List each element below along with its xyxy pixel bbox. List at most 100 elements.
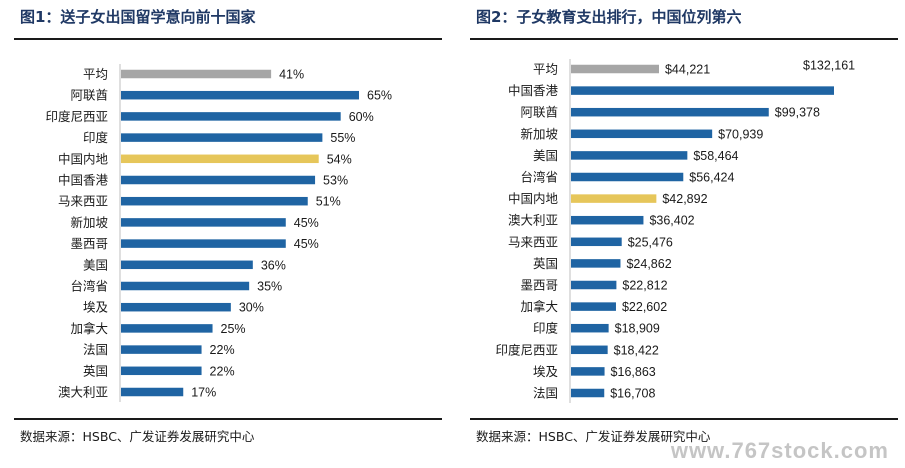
value-label: $132,161 (803, 59, 855, 73)
bar-马来西亚 (121, 196, 308, 206)
category-label: 阿联酋 (70, 88, 108, 103)
value-label: 36% (261, 258, 286, 272)
bar-阿联酋 (121, 90, 359, 100)
value-label: 65% (367, 89, 392, 103)
value-label: $22,812 (622, 279, 667, 293)
bar-美国 (571, 151, 688, 160)
value-label: 55% (330, 131, 355, 145)
category-label: 马来西亚 (508, 234, 558, 249)
bar-法国 (571, 388, 605, 398)
bar-马来西亚 (571, 237, 622, 247)
category-label: 美国 (533, 148, 558, 163)
value-label: 45% (294, 237, 319, 251)
source-note: 数据来源：HSBC、广发证券发展研究中心 (20, 429, 255, 444)
bar-新加坡 (121, 218, 286, 227)
bar-中国内地 (571, 194, 657, 203)
category-label: 澳大利亚 (508, 213, 558, 228)
category-label: 法国 (83, 342, 108, 357)
bar-美国 (121, 260, 253, 270)
value-label: $16,863 (611, 365, 656, 379)
bar-印度 (571, 323, 609, 333)
bar-chart-study-abroad: 平均 41% 阿联酋 65% 印度尼西亚 60% 印度 55% 中国内地 54% 中国香港 53% 马来… (45, 64, 392, 402)
category-label: 中国内地 (58, 151, 109, 166)
bar-法国 (121, 345, 202, 354)
category-label: 埃及 (83, 300, 109, 315)
category-label: 中国香港 (508, 83, 559, 98)
chart-title: 图1：送子女出国留学意向前十国家 (20, 8, 256, 26)
source-divider (14, 418, 442, 420)
category-label: 英国 (533, 256, 558, 271)
bar-新加坡 (571, 129, 713, 139)
value-label: $22,602 (622, 300, 667, 314)
value-label: 30% (239, 301, 264, 315)
bar-中国香港 (121, 175, 316, 185)
category-label: 中国内地 (508, 191, 559, 206)
value-label: 41% (279, 68, 304, 82)
chart-title: 图2：子女教育支出排行，中国位列第六 (476, 8, 742, 26)
bar-中国香港 (571, 86, 834, 95)
category-label: 印度尼西亚 (45, 109, 108, 124)
bar-加拿大 (571, 302, 616, 311)
category-label: 墨西哥 (520, 278, 558, 293)
value-label: 35% (257, 280, 282, 294)
bar-中国内地 (121, 154, 319, 164)
category-label: 新加坡 (520, 126, 558, 141)
bar-平均 (571, 64, 659, 74)
value-label: $18,422 (614, 343, 659, 357)
chart-panel-1: 图1：送子女出国留学意向前十国家 平均 41% 阿联酋 65% 印度尼西亚 60% 印度 55… (0, 0, 445, 468)
category-label: 马来西亚 (58, 194, 108, 209)
category-label: 新加坡 (70, 215, 108, 230)
value-label: 51% (316, 195, 341, 209)
bar-英国 (571, 259, 621, 268)
category-label: 埃及 (533, 364, 559, 379)
bar-chart-education-spending: 平均 $44,221 中国香港 $132,161 阿联酋 $99,378 新加坡 $70,93… (495, 59, 855, 403)
bar-阿联酋 (571, 107, 769, 117)
bar-澳大利亚 (571, 215, 644, 225)
category-label: 法国 (533, 386, 558, 401)
category-label: 加拿大 (70, 321, 108, 336)
bar-埃及 (571, 367, 605, 376)
bar-英国 (121, 366, 202, 376)
source-divider (470, 418, 898, 420)
value-label: 22% (210, 364, 235, 378)
category-label: 印度尼西亚 (495, 342, 558, 357)
category-label: 墨西哥 (70, 236, 108, 251)
category-label: 加拿大 (520, 299, 558, 314)
value-label: $16,708 (610, 387, 655, 401)
category-label: 台湾省 (520, 170, 558, 185)
bar-墨西哥 (121, 239, 286, 248)
category-label: 美国 (83, 257, 108, 272)
source-note: 数据来源：HSBC、广发证券发展研究中心 (476, 429, 711, 444)
chart-panel-2: 图2：子女教育支出排行，中国位列第六 平均 $44,221 中国香港 $132,161… (462, 0, 905, 468)
value-label: 60% (349, 110, 374, 124)
value-label: 53% (323, 174, 348, 188)
title-divider (470, 38, 898, 40)
value-label: $44,221 (665, 63, 710, 77)
category-label: 中国香港 (58, 173, 109, 188)
value-label: $99,378 (775, 106, 820, 120)
bar-埃及 (121, 302, 231, 312)
bar-印度 (121, 133, 323, 142)
bar-墨西哥 (571, 280, 617, 290)
value-label: $36,402 (649, 214, 694, 228)
bar-台湾省 (121, 281, 250, 291)
value-label: $25,476 (628, 235, 673, 249)
category-label: 英国 (83, 363, 108, 378)
category-label: 平均 (83, 67, 108, 82)
value-label: 54% (327, 152, 352, 166)
value-label: $42,892 (662, 192, 707, 206)
category-label: 印度 (83, 130, 109, 145)
title-divider (14, 38, 442, 40)
bar-印度尼西亚 (571, 345, 608, 355)
category-label: 台湾省 (70, 279, 108, 294)
value-label: 45% (294, 216, 319, 230)
value-label: $18,909 (615, 322, 660, 336)
value-label: $58,464 (693, 149, 738, 163)
category-label: 阿联酋 (520, 105, 558, 120)
category-label: 澳大利亚 (58, 385, 108, 400)
value-label: $24,862 (626, 257, 671, 271)
value-label: 22% (210, 343, 235, 357)
bar-台湾省 (571, 172, 684, 182)
value-label: $70,939 (718, 127, 763, 141)
bar-印度尼西亚 (121, 112, 341, 121)
